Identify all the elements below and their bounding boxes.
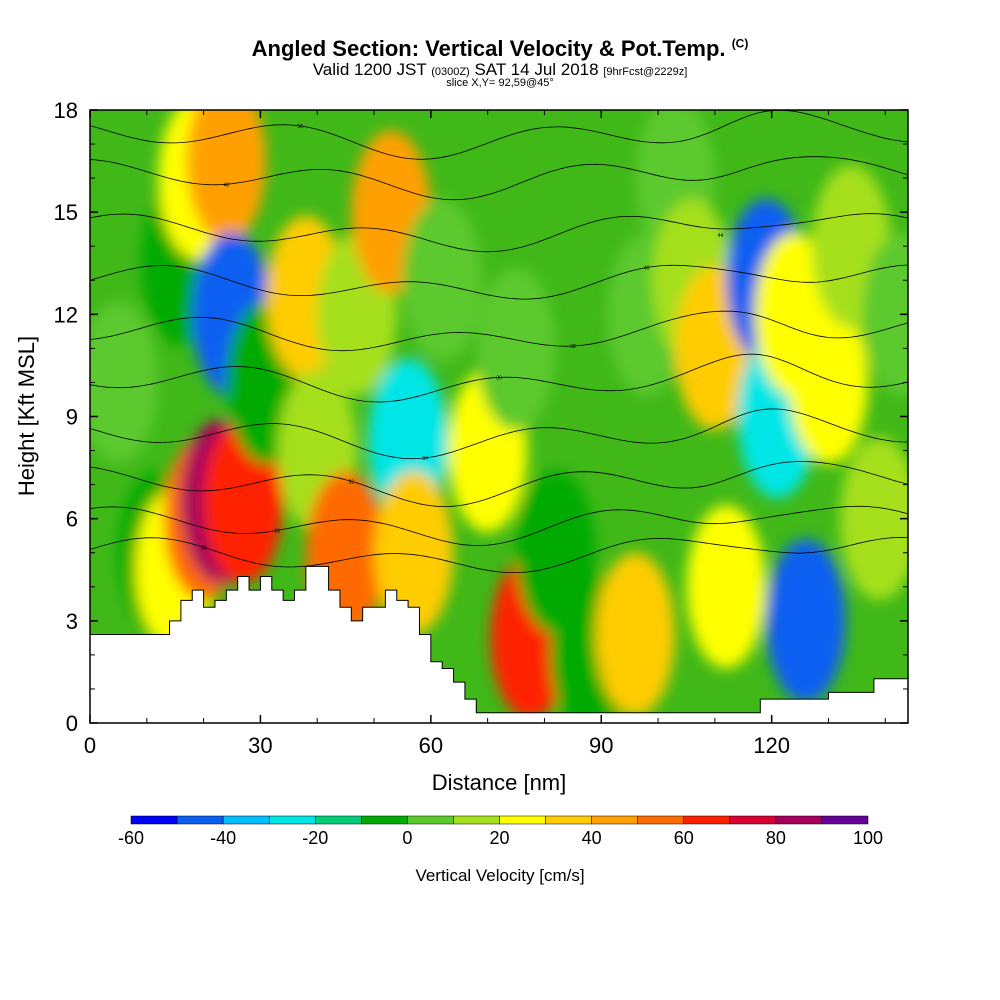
isentrope-label: 50 [297, 124, 303, 130]
x-tick-label: 60 [419, 733, 443, 758]
plot-area: 30 31 32 34 36 38 40 44 48 50 [90, 110, 908, 723]
colorbar-swatch [176, 815, 224, 825]
velocity-cell [839, 436, 908, 601]
velocity-cell [476, 266, 556, 431]
colorbar-swatch [729, 815, 777, 825]
isentrope-line [90, 505, 908, 546]
colorbar-swatch [361, 815, 408, 825]
slice-info: slice X,Y= 92,59@45° [446, 77, 554, 89]
colorbar-tick-label: 20 [489, 828, 509, 848]
y-tick-label: 18 [54, 98, 78, 123]
colorbar-swatch [130, 815, 178, 825]
colorbar-tick-label: 80 [766, 828, 786, 848]
colorbar-swatch [545, 815, 592, 825]
chart-title-mark: (C) [731, 36, 749, 51]
colorbar-tick-label: -20 [302, 828, 328, 848]
forecast-info: [9hrFcst@2229z] [603, 66, 688, 78]
valid-utc: (0300Z) [431, 66, 470, 78]
isentrope-label: 44 [718, 233, 724, 239]
terrain-profile [90, 565, 908, 723]
isentrope-line [90, 213, 908, 253]
colorbar-swatch [683, 815, 731, 825]
x-axis-label: Distance [nm] [432, 770, 567, 795]
isentrope-label: 38 [570, 344, 576, 350]
colorbar-title: Vertical Velocity [cm/s] [415, 866, 584, 885]
isentrope-label: 31 [275, 528, 281, 534]
isentrope-label: 48 [224, 182, 230, 188]
y-tick-label: 12 [54, 302, 78, 327]
chart-title-text: Angled Section: Vertical Velocity & Pot.… [251, 36, 726, 61]
isentrope-label: 40 [644, 266, 650, 272]
colorbar-swatch [775, 815, 823, 825]
colorbar-tick-label: 40 [582, 828, 602, 848]
colorbar-tick-label: 0 [402, 828, 412, 848]
isentrope-line [90, 310, 908, 352]
velocity-cell [788, 300, 869, 465]
colorbar-swatch [821, 815, 869, 825]
y-tick-label: 3 [66, 609, 78, 634]
y-tick-label: 0 [66, 711, 78, 736]
chart-title: Angled Section: Vertical Velocity & Pot.… [0, 36, 1000, 62]
x-tick-label: 0 [84, 733, 96, 758]
colorbar-tick-label: 60 [674, 828, 694, 848]
y-tick-label: 6 [66, 507, 78, 532]
isentrope-label: 30 [201, 545, 207, 551]
colorbar-swatch [315, 815, 362, 825]
colorbar-swatch [268, 815, 316, 825]
isentrope-line [90, 536, 908, 573]
y-axis-label: Height [Kft MSL] [14, 336, 39, 496]
isentrope-line [90, 353, 908, 403]
valid-date: SAT 14 Jul 2018 [474, 60, 599, 79]
velocity-cell [402, 198, 482, 363]
x-tick-label: 30 [248, 733, 272, 758]
colorbar-tick-label: 100 [853, 828, 883, 848]
colorbar: -60 -40 -20 0 20 40 60 80 100 [118, 815, 883, 848]
isentrope-line [90, 156, 908, 201]
y-tick-label: 15 [54, 200, 78, 225]
velocity-cell [686, 505, 766, 669]
colorbar-tick-label: -40 [210, 828, 236, 848]
velocity-cell [90, 300, 159, 465]
colorbar-swatch [499, 815, 546, 825]
velocity-cell [186, 110, 267, 243]
colorbar-swatch [637, 815, 684, 825]
x-tick-label: 120 [753, 733, 790, 758]
colorbar-swatch [222, 815, 270, 825]
isentrope-line [90, 264, 908, 300]
isentrope-line [90, 408, 908, 460]
colorbar-swatch [407, 815, 454, 825]
colorbar-swatch [591, 815, 638, 825]
isentrope-label: 32 [349, 479, 355, 485]
velocity-cell [862, 232, 908, 397]
isentrope-label: 36 [496, 375, 502, 381]
chart-subtitle-valid: Valid 1200 JST (0300Z) SAT 14 Jul 2018 [… [0, 60, 1000, 80]
velocity-cell [595, 552, 676, 717]
y-tick-label: 9 [66, 405, 78, 430]
velocity-cell [765, 539, 846, 703]
valid-time: Valid 1200 JST [312, 60, 427, 79]
colorbar-swatch [453, 815, 500, 825]
isentrope-line [90, 461, 908, 507]
isentrope-label: 34 [422, 456, 428, 462]
x-tick-label: 90 [589, 733, 613, 758]
colorbar-tick-label: -60 [118, 828, 144, 848]
